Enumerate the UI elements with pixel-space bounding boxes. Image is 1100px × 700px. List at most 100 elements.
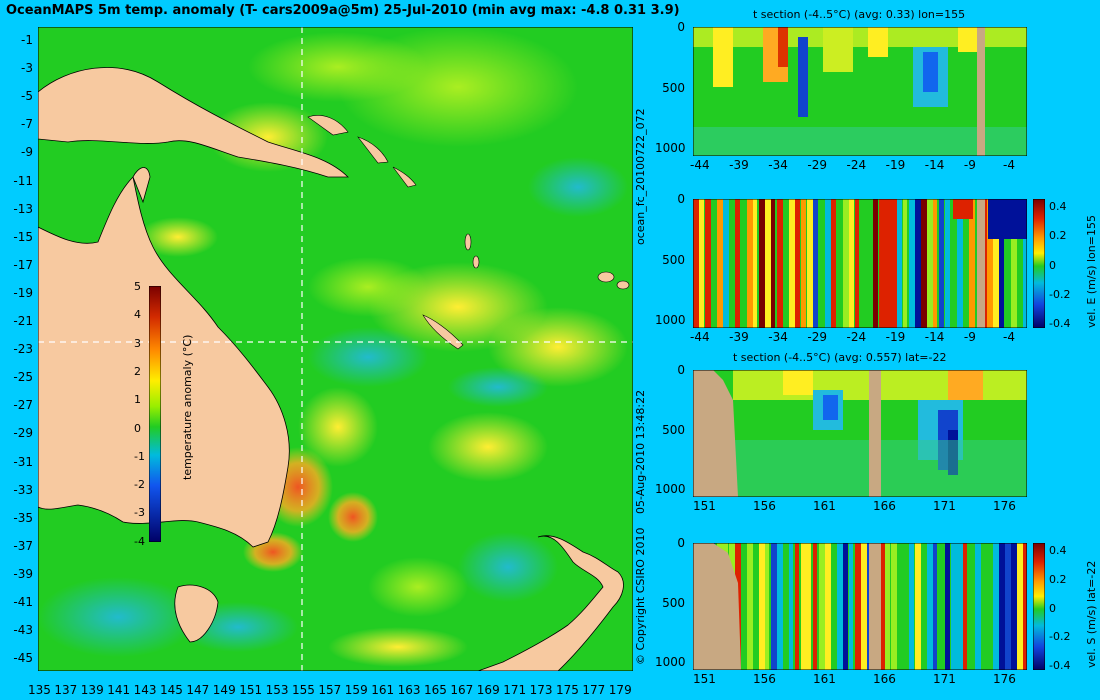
lon-tick-label: 161 <box>371 683 395 697</box>
lon-tick-label: 147 <box>186 683 210 697</box>
lon-tick-label: 135 <box>28 683 51 697</box>
lat-tick-label: -5 <box>21 89 33 104</box>
lon-tick-label: 175 <box>556 683 579 697</box>
panel-x-tick: -19 <box>885 158 906 172</box>
panel-depth-tick: 500 <box>662 595 685 610</box>
panel-depth-tick: 1000 <box>655 655 686 669</box>
lat-tick-label: -19 <box>13 285 33 300</box>
panel4-velS-section-lat-22[interactable] <box>693 543 1027 670</box>
velocity-colorbar-tick: 0.4 <box>1049 200 1067 213</box>
tasmania-land <box>174 584 219 643</box>
colorbar-tick-label: -1 <box>134 449 145 463</box>
lon-tick-label: 177 <box>582 683 606 697</box>
new-guinea-land <box>38 67 349 178</box>
new-zealand-land <box>477 535 624 671</box>
lat-tick-label: -27 <box>13 398 33 413</box>
lon-tick-label: 141 <box>107 683 131 697</box>
panel-depth-tick: 0 <box>677 536 685 550</box>
panel-x-tick: -24 <box>846 330 867 344</box>
velocity-colorbar-tick: 0.2 <box>1049 229 1067 243</box>
solomon-islands <box>307 115 417 188</box>
velocity-colorbar-tick: 0 <box>1049 258 1056 272</box>
lon-tick-label: 145 <box>160 683 183 697</box>
panel-x-tick: 161 <box>813 672 836 686</box>
colorbar-tick-label: -2 <box>134 478 145 492</box>
lon-tick-label: 151 <box>239 683 263 697</box>
lat-tick-label: -37 <box>13 538 33 553</box>
lat-tick-label: -41 <box>13 595 33 609</box>
panel-x-tick: -4 <box>1003 158 1015 172</box>
panel-x-tick: 151 <box>693 499 716 513</box>
panel-x-tick: 151 <box>693 672 716 686</box>
lon-tick-label: 169 <box>476 683 500 697</box>
lat-tick-label: -17 <box>13 257 33 272</box>
lat-tick-label: -43 <box>13 623 33 638</box>
panel-x-tick: 161 <box>813 499 836 513</box>
lon-tick-label: 163 <box>397 683 421 697</box>
panel-x-tick: 171 <box>933 499 956 513</box>
lat-tick-label: -39 <box>13 566 33 581</box>
fiji-islands <box>597 271 630 290</box>
lat-tick-label: -25 <box>13 370 33 385</box>
velocity-colorbar-tick: -0.2 <box>1049 630 1071 644</box>
colorbar-tick-label: 5 <box>134 280 141 293</box>
cape-york-land <box>132 167 151 204</box>
panel-x-tick: -39 <box>729 330 749 344</box>
panel3-temp-section-lat-22[interactable] <box>693 370 1027 497</box>
velocity-colorbar-tick: -0.4 <box>1049 317 1071 330</box>
lon-tick-label: 167 <box>450 683 474 697</box>
panel-depth-tick: 500 <box>662 422 685 437</box>
panel3-title: t section (-4..5°C) (avg: 0.557) lat=-22 <box>733 351 947 364</box>
panel-x-tick: 156 <box>753 672 776 686</box>
lat-tick-label: -29 <box>13 426 33 441</box>
lat-tick-label: -9 <box>21 145 33 160</box>
lon-tick-label: 137 <box>54 683 78 697</box>
velocity-colorbar-tick: -0.2 <box>1049 287 1071 301</box>
lon-tick-label: 143 <box>133 683 157 697</box>
lat-tick-label: -11 <box>13 173 33 188</box>
panel1-temp-section-lon155[interactable] <box>693 27 1027 156</box>
velocity-colorbar-tick: -0.4 <box>1049 659 1071 672</box>
colorbar-tick-label: 4 <box>134 308 141 322</box>
run-id-label: ocean_fc_20100722_072 <box>634 108 647 245</box>
map-colorbar-label: temperature anomaly (°C) <box>181 334 194 480</box>
lat-tick-label: -15 <box>13 229 33 244</box>
colorbar-tick-label: -3 <box>134 506 145 520</box>
panel-x-tick: 176 <box>993 672 1016 686</box>
lon-tick-label: 173 <box>529 683 553 697</box>
velE-colorbar <box>1033 199 1045 328</box>
lat-tick-label: -3 <box>21 61 33 76</box>
lat-tick-label: -13 <box>13 201 33 216</box>
panel-x-tick: -14 <box>924 158 945 172</box>
panel-x-tick: -14 <box>924 330 945 344</box>
panel-x-tick: -4 <box>1003 330 1015 344</box>
panel-x-tick: -9 <box>963 330 976 344</box>
lat-tick-label: -31 <box>13 454 33 469</box>
panel-x-tick: -19 <box>885 330 906 344</box>
panel-x-tick: -34 <box>768 158 788 172</box>
panel-depth-tick: 500 <box>662 80 685 95</box>
panel-x-tick: -44 <box>690 330 710 344</box>
panel-depth-tick: 0 <box>677 192 685 206</box>
lat-tick-label: -23 <box>13 342 33 357</box>
panel-x-tick: -29 <box>807 330 827 344</box>
velS-colorbar <box>1033 543 1045 670</box>
panel-x-tick: 166 <box>873 499 896 513</box>
panel-x-tick: -29 <box>807 158 827 172</box>
panel-depth-tick: 1000 <box>655 482 686 496</box>
panel-x-tick: 166 <box>873 672 896 686</box>
panel2-velE-section-lon155[interactable] <box>693 199 1027 328</box>
temperature-anomaly-map[interactable] <box>38 27 633 671</box>
panel-x-tick: -24 <box>846 158 867 172</box>
panel-depth-tick: 0 <box>677 363 685 377</box>
lon-tick-label: 139 <box>80 683 104 697</box>
panel-x-tick: -9 <box>963 158 976 172</box>
velocity-colorbar-tick: 0 <box>1049 601 1056 615</box>
panel-depth-tick: 1000 <box>655 313 686 327</box>
velocity-colorbar-tick: 0.2 <box>1049 572 1067 586</box>
lon-tick-label: 149 <box>212 683 236 697</box>
velE-colorbar-label: vel. E (m/s) lon=155 <box>1085 215 1098 328</box>
lat-tick-label: -33 <box>13 482 33 497</box>
velocity-colorbar-tick: 0.4 <box>1049 544 1067 557</box>
panel-x-tick: -44 <box>690 158 710 172</box>
